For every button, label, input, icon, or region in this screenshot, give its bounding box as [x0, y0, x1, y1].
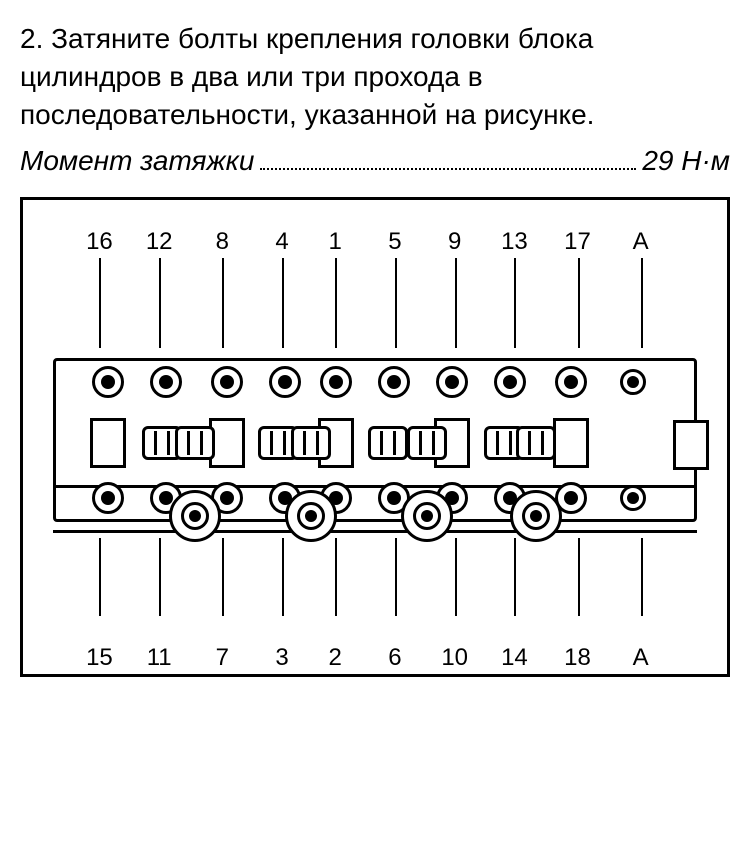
top-bolt-label: A [633, 228, 649, 256]
bottom-bolt-label: 14 [501, 644, 528, 672]
camshaft-end [673, 420, 709, 470]
leader-line [578, 538, 580, 616]
leader-line [395, 538, 397, 616]
head-bolt [494, 366, 526, 398]
head-bolt [436, 366, 468, 398]
leader-line [455, 538, 457, 616]
head-bolt [92, 482, 124, 514]
spark-plug-boss [285, 490, 337, 542]
top-bolt-label: 9 [448, 228, 461, 256]
head-bolt [150, 366, 182, 398]
top-bolt-label: 8 [216, 228, 229, 256]
leader-line [99, 538, 101, 616]
spark-plug-boss [401, 490, 453, 542]
leader-line [222, 258, 224, 348]
lower-edge [53, 530, 697, 533]
cam-lobe [175, 426, 215, 460]
bottom-bolt-label: 2 [328, 644, 341, 672]
bottom-bolt-label: 11 [147, 644, 172, 672]
head-bolt [269, 366, 301, 398]
leader-line [395, 258, 397, 348]
leader-line [99, 258, 101, 348]
bottom-bolt-label: 6 [388, 644, 401, 672]
diagram-frame: 1612841591317A 15117326101418A [20, 197, 730, 677]
cam-lobe [291, 426, 331, 460]
cam-lobe [516, 426, 556, 460]
head-bolt [320, 366, 352, 398]
bottom-bolt-label: 7 [216, 644, 229, 672]
top-bolt-label: 4 [275, 228, 288, 256]
torque-label: Момент затяжки [20, 145, 254, 177]
leader-line [641, 258, 643, 348]
head-bolt [378, 366, 410, 398]
torque-value: 29 Н·м [642, 145, 730, 177]
cam-lobe [368, 426, 408, 460]
spark-plug-boss [510, 490, 562, 542]
leader-line [514, 538, 516, 616]
lower-rail [53, 485, 697, 488]
head-bolt [555, 366, 587, 398]
bottom-bolt-label: 15 [86, 644, 113, 672]
top-bolt-label: 16 [86, 228, 113, 256]
leader-line [222, 538, 224, 616]
top-bolt-label: 17 [564, 228, 591, 256]
leader-line [159, 258, 161, 348]
top-bolt-label: 12 [146, 228, 173, 256]
bottom-bolt-label: A [633, 644, 649, 672]
leader-line [159, 538, 161, 616]
cylinder-head-diagram [53, 340, 697, 540]
spark-plug-boss [169, 490, 221, 542]
top-bolt-label: 5 [388, 228, 401, 256]
bottom-bolt-label: 10 [441, 644, 468, 672]
cam-bearing [553, 418, 589, 468]
head-bolt [620, 369, 646, 395]
head-bolt [92, 366, 124, 398]
torque-line: Момент затяжки 29 Н·м [20, 145, 730, 177]
head-bolt [620, 485, 646, 511]
leader-line [282, 538, 284, 616]
instruction-text: 2. Затяните болты крепления головки блок… [20, 20, 730, 133]
leader-dots [260, 167, 636, 170]
top-bolt-label: 1 [328, 228, 341, 256]
leader-line [641, 538, 643, 616]
bottom-bolt-label: 3 [275, 644, 288, 672]
leader-line [514, 258, 516, 348]
cam-bearing [90, 418, 126, 468]
leader-line [282, 258, 284, 348]
cam-lobe [407, 426, 447, 460]
head-bolt [211, 366, 243, 398]
top-bolt-label: 13 [501, 228, 528, 256]
leader-line [335, 258, 337, 348]
bottom-bolt-label: 18 [564, 644, 591, 672]
leader-line [455, 258, 457, 348]
leader-line [578, 258, 580, 348]
leader-line [335, 538, 337, 616]
